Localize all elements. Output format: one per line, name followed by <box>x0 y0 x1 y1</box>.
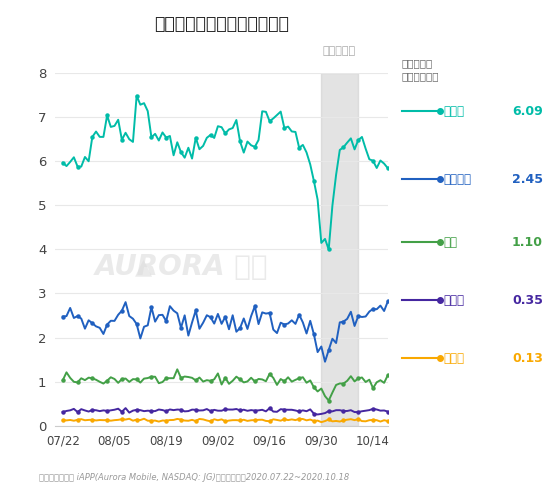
Bar <box>321 73 358 426</box>
Text: 链家: 链家 <box>443 236 457 248</box>
Text: AURORA 极光: AURORA 极光 <box>95 253 269 281</box>
Text: 头部房产平台用户日使用时长: 头部房产平台用户日使用时长 <box>154 15 289 32</box>
Text: 0.13: 0.13 <box>512 352 543 364</box>
Text: 2.45: 2.45 <box>512 173 543 185</box>
Text: 幸福里: 幸福里 <box>443 352 464 364</box>
Text: 数据来源：极光 iAPP(Aurora Mobile, NASDAQ: JG)；数据周期：2020.07.22~2020.10.18: 数据来源：极光 iAPP(Aurora Mobile, NASDAQ: JG)；… <box>39 472 349 482</box>
Text: 贝壳找房: 贝壳找房 <box>443 173 471 185</box>
Text: 房天下: 房天下 <box>443 294 464 306</box>
Text: 十一黄金周: 十一黄金周 <box>322 45 355 56</box>
Text: 1.10: 1.10 <box>512 236 543 248</box>
Text: 6.09: 6.09 <box>512 105 543 118</box>
Text: 安居客: 安居客 <box>443 105 464 118</box>
Text: ▲: ▲ <box>135 257 152 277</box>
Text: 平均日时长
（十万小时）: 平均日时长 （十万小时） <box>402 58 439 81</box>
Text: 0.35: 0.35 <box>512 294 543 306</box>
